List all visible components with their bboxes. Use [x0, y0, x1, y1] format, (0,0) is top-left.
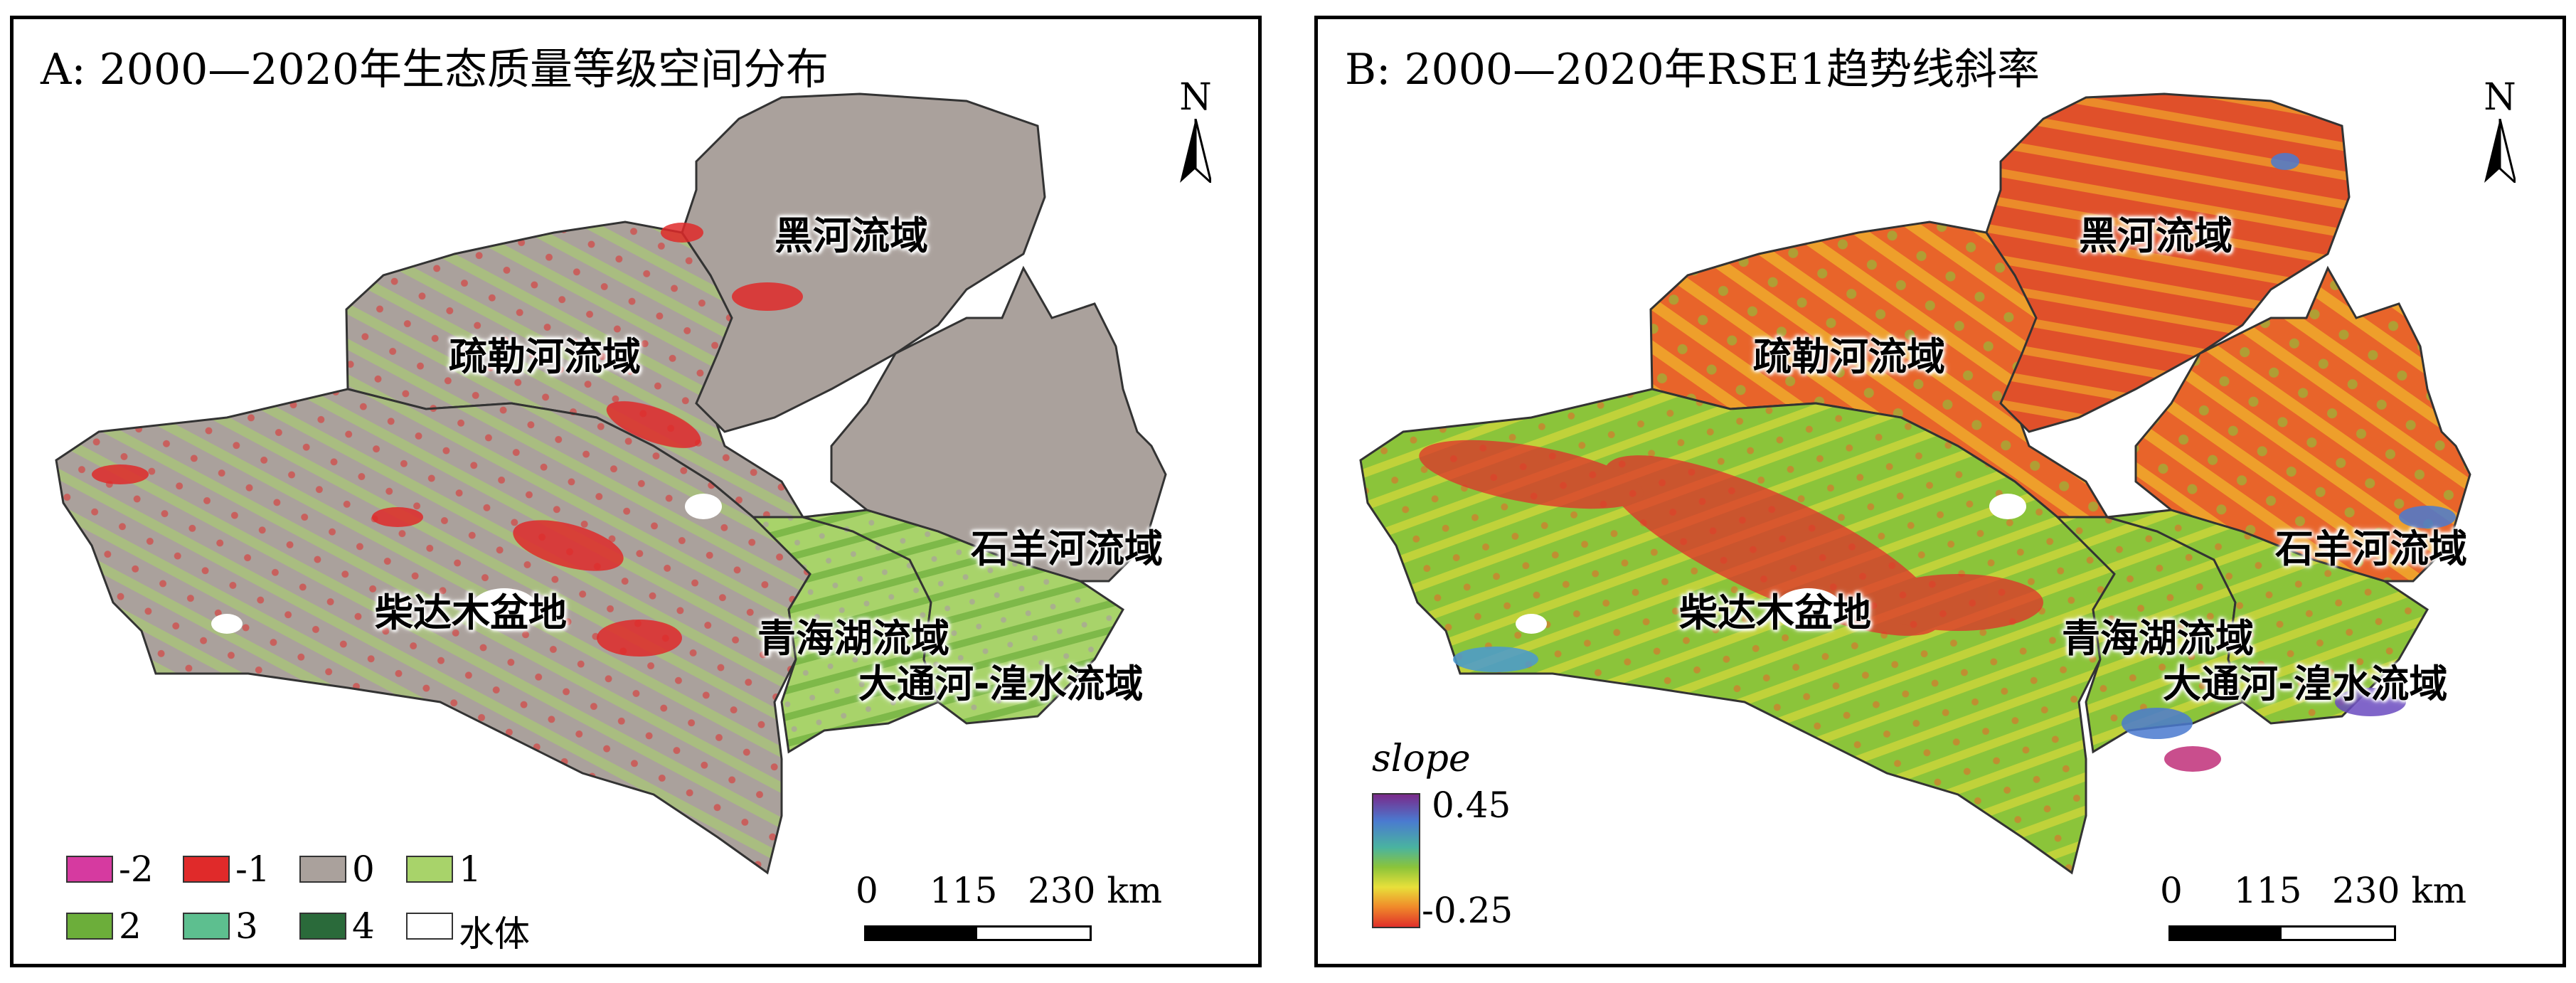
region-label-datong: 大通河-湟水流域: [858, 661, 1144, 706]
legend-swatch: [183, 913, 230, 940]
panel-b-title: B: 2000—2020年RSE1趋势线斜率: [1345, 45, 2040, 95]
scale-bar-a: 0 115 230 km: [856, 870, 1162, 955]
north-arrow-icon: [2484, 119, 2516, 183]
region-label-shule: 疏勒河流域: [1753, 334, 1945, 379]
legend-label: 4: [352, 905, 375, 947]
qaidam-basin-b: [1359, 388, 2116, 875]
north-arrow-a: N: [1167, 76, 1224, 197]
legend-label: -2: [119, 849, 154, 890]
shiyang-basin-b: [2134, 265, 2471, 583]
region-label-shiyang: 石羊河流域: [2275, 526, 2467, 571]
legend-label: -1: [235, 849, 270, 890]
panel-a: A: 2000—2020年生态质量等级空间分布 N 黑河流域 疏勒河流域 石羊河…: [10, 16, 1262, 967]
scale-tick-0: 0: [2160, 870, 2183, 911]
legend-label: 水体: [459, 913, 530, 955]
legend-label: 2: [119, 905, 142, 947]
north-arrow-icon: [1180, 119, 1211, 183]
legend-swatch: [299, 913, 346, 940]
legend-swatch: [66, 913, 113, 940]
region-label-qinghai-lake: 青海湖流域: [757, 616, 949, 661]
legend-label: 1: [459, 849, 481, 890]
map-a: [55, 92, 1167, 875]
slope-min-label: -0.25: [1422, 890, 1513, 931]
legend-swatch: [406, 856, 453, 883]
scale-tick-230: 230 km: [2332, 870, 2467, 911]
slope-max-label: 0.45: [1432, 785, 1511, 826]
legend-swatch: [183, 856, 230, 883]
panel-b: B: 2000—2020年RSE1趋势线斜率 N 黑河流域 疏勒河流域 石羊河流…: [1314, 16, 2566, 967]
region-label-shiyang: 石羊河流域: [971, 526, 1163, 571]
slope-color-ramp: [1372, 793, 1420, 928]
scale-bar-b: 0 115 230 km: [2160, 870, 2466, 955]
legend-label: 0: [352, 849, 375, 890]
panel-a-title: A: 2000—2020年生态质量等级空间分布: [41, 45, 829, 95]
scale-tick-115: 115: [930, 870, 998, 911]
scale-tick-230: 230 km: [1028, 870, 1163, 911]
map-b: [1359, 92, 2471, 875]
north-label: N: [2484, 76, 2516, 119]
north-label: N: [1179, 76, 1212, 119]
slope-legend-title: slope: [1372, 738, 1471, 780]
legend-label: 3: [235, 905, 258, 947]
legend-swatch: [299, 856, 346, 883]
region-label-qinghai-lake: 青海湖流域: [2062, 616, 2254, 661]
north-arrow-b: N: [2471, 76, 2528, 197]
scale-tick-115: 115: [2234, 870, 2302, 911]
region-label-heihe: 黑河流域: [2079, 213, 2232, 258]
qaidam-basin-a: [55, 388, 811, 875]
region-label-shule: 疏勒河流域: [449, 334, 641, 379]
legend-swatch: [66, 856, 113, 883]
shiyang-basin-a: [830, 265, 1167, 583]
region-label-qaidam: 柴达木盆地: [375, 590, 567, 635]
region-label-datong: 大通河-湟水流域: [2163, 661, 2448, 706]
scale-tick-0: 0: [856, 870, 878, 911]
region-label-qaidam: 柴达木盆地: [1679, 590, 1871, 635]
legend-swatch: [406, 913, 453, 940]
region-label-heihe: 黑河流域: [775, 213, 928, 258]
